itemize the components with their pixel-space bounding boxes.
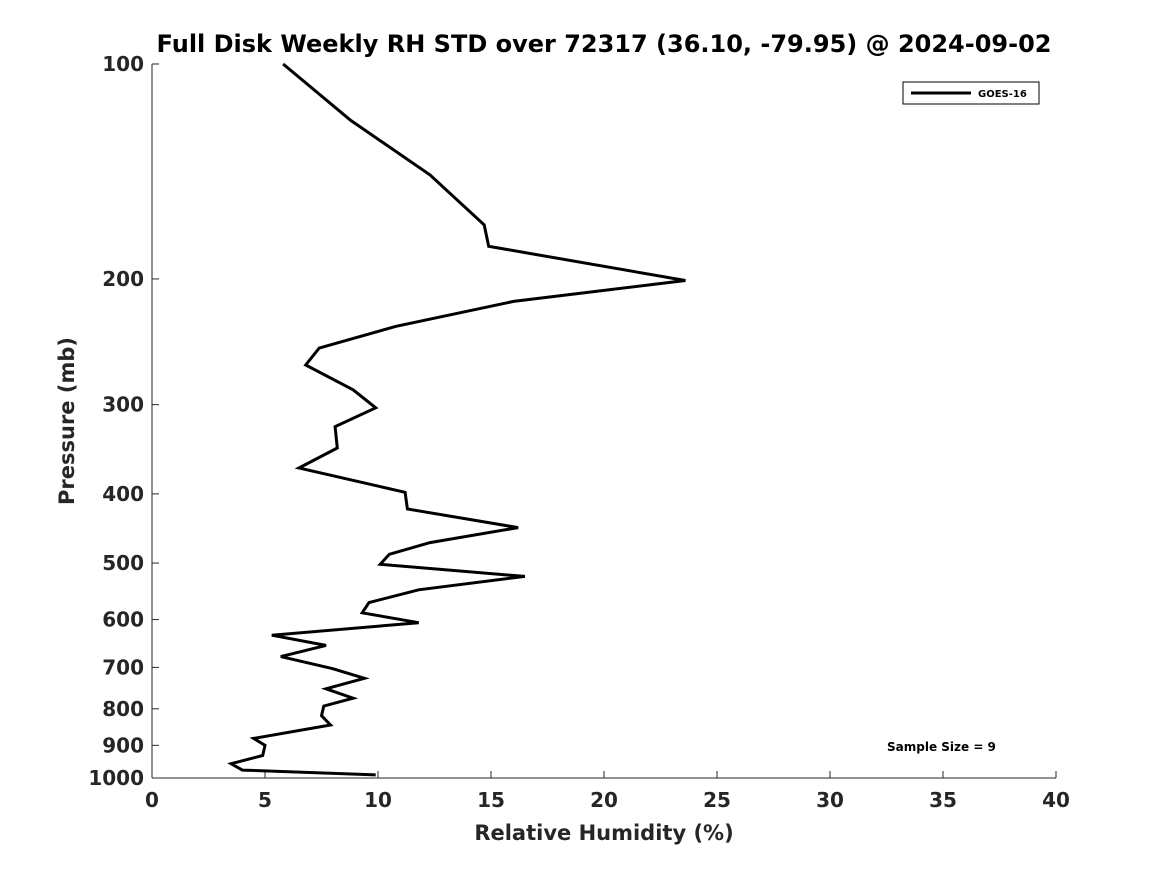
y-tick-label: 300	[102, 393, 144, 417]
y-tick-label: 900	[102, 733, 144, 757]
x-tick-label: 0	[145, 788, 159, 812]
x-tick-label: 20	[590, 788, 618, 812]
y-tick-label: 800	[102, 697, 144, 721]
x-tick-label: 5	[258, 788, 272, 812]
y-tick-label: 500	[102, 551, 144, 575]
y-axis-title: Pressure (mb)	[55, 337, 79, 505]
x-tick-label: 30	[816, 788, 844, 812]
x-tick-label: 15	[477, 788, 505, 812]
x-tick-label: 10	[364, 788, 392, 812]
legend-label: GOES-16	[978, 89, 1027, 100]
x-tick-label: 25	[703, 788, 731, 812]
legend: GOES-16	[902, 81, 1040, 105]
y-tick-label: 100	[102, 52, 144, 76]
y-tick-label: 600	[102, 608, 144, 632]
chart-title: Full Disk Weekly RH STD over 72317 (36.1…	[157, 30, 1052, 58]
y-tick-label: 400	[102, 482, 144, 506]
x-axis-title: Relative Humidity (%)	[474, 821, 733, 845]
y-tick-label: 700	[102, 655, 144, 679]
series-line-goes-16	[227, 62, 686, 777]
x-tick-label: 35	[929, 788, 957, 812]
y-axis-ticks: 100 200 300 400 500 600 700 800 900 1000	[88, 52, 159, 790]
x-tick-label: 40	[1042, 788, 1070, 812]
x-axis-ticks: 0 5 10 15 20 25 30 35 40	[145, 771, 1070, 812]
y-tick-label: 200	[102, 267, 144, 291]
series-layer	[227, 62, 686, 777]
y-tick-label: 1000	[88, 766, 144, 790]
sample-size-annotation: Sample Size = 9	[887, 740, 996, 754]
